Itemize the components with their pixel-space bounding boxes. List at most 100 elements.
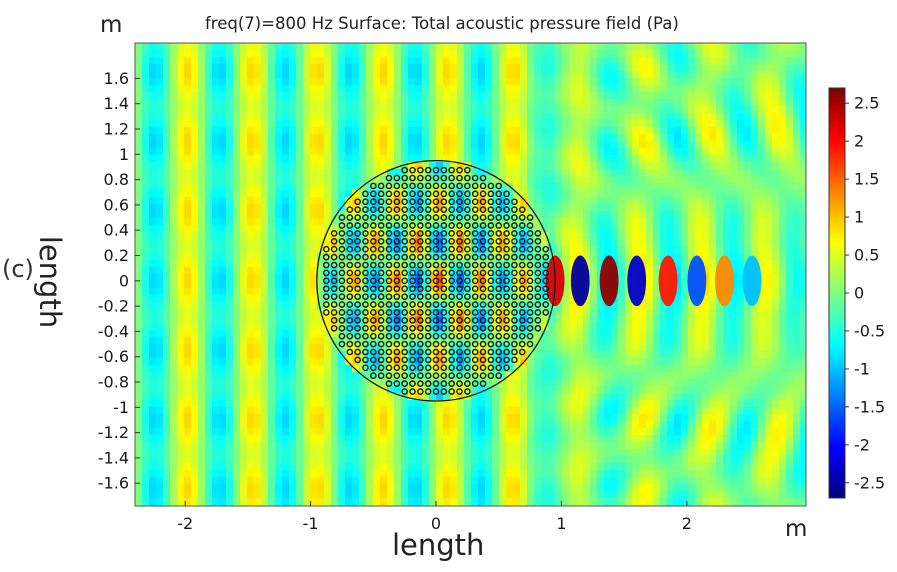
heatmap-cell [653, 253, 661, 261]
heatmap-cell [177, 309, 185, 317]
heatmap-cell [303, 197, 311, 205]
heatmap-cell [800, 64, 806, 72]
heatmap-cell [618, 323, 626, 331]
heatmap-cell [205, 295, 213, 303]
heatmap-cell [142, 106, 150, 114]
heatmap-cell [191, 106, 199, 114]
heatmap-cell [387, 127, 395, 135]
heatmap-cell [499, 379, 507, 387]
heatmap-cell [142, 337, 150, 345]
heatmap-cell [492, 379, 500, 387]
heatmap-cell [205, 232, 213, 240]
heatmap-cell [485, 106, 493, 114]
heatmap-cell [779, 274, 787, 282]
heatmap-cell [765, 197, 773, 205]
heatmap-cell [310, 113, 318, 121]
heatmap-cell [604, 330, 612, 338]
heatmap-cell [443, 57, 451, 65]
heatmap-cell [674, 113, 682, 121]
heatmap-cell [352, 148, 360, 156]
heatmap-cell [723, 379, 731, 387]
heatmap-cell [352, 253, 360, 261]
heatmap-cell [191, 218, 199, 226]
heatmap-cell [520, 155, 528, 163]
heatmap-cell [310, 148, 318, 156]
heatmap-cell [275, 281, 283, 289]
heatmap-cell [541, 225, 549, 233]
heatmap-cell [394, 92, 402, 100]
heatmap-cell [135, 78, 143, 86]
heatmap-cell [709, 92, 717, 100]
heatmap-cell [583, 386, 591, 394]
heatmap-cell [366, 211, 374, 219]
heatmap-cell [716, 309, 724, 317]
heatmap-cell [779, 372, 787, 380]
heatmap-cell [534, 365, 542, 373]
heatmap-cell [541, 358, 549, 366]
heatmap-cell [310, 64, 318, 72]
heatmap-cell [499, 358, 507, 366]
heatmap-cell [457, 50, 465, 58]
heatmap-cell [338, 365, 346, 373]
heatmap-cell [618, 239, 626, 247]
heatmap-cell [135, 50, 143, 58]
heatmap-cell [415, 71, 423, 79]
heatmap-cell [667, 232, 675, 240]
heatmap-cell [408, 337, 416, 345]
heatmap-cell [583, 120, 591, 128]
heatmap-cell [366, 372, 374, 380]
heatmap-cell [667, 372, 675, 380]
heatmap-cell [548, 211, 556, 219]
heatmap-cell [324, 288, 332, 296]
heatmap-cell [499, 372, 507, 380]
heatmap-cell [723, 92, 731, 100]
heatmap-cell [800, 148, 806, 156]
heatmap-cell [758, 372, 766, 380]
heatmap-cell [184, 176, 192, 184]
heatmap-cell [177, 120, 185, 128]
heatmap-cell [254, 295, 262, 303]
heatmap-cell [401, 281, 409, 289]
heatmap-cell [800, 337, 806, 345]
heatmap-cell [646, 183, 654, 191]
heatmap-cell [646, 400, 654, 408]
heatmap-cell [198, 358, 206, 366]
heatmap-cell [667, 64, 675, 72]
heatmap-cell [310, 253, 318, 261]
heatmap-cell [541, 120, 549, 128]
heatmap-cell [667, 351, 675, 359]
heatmap-cell [205, 386, 213, 394]
heatmap-cell [632, 316, 640, 324]
heatmap-cell [240, 211, 248, 219]
heatmap-cell [170, 379, 178, 387]
heatmap-cell [324, 218, 332, 226]
heatmap-cell [611, 190, 619, 198]
heatmap-cell [191, 99, 199, 107]
heatmap-cell [793, 295, 801, 303]
heatmap-cell [359, 113, 367, 121]
heatmap-cell [772, 155, 780, 163]
heatmap-cell [135, 281, 143, 289]
heatmap-cell [408, 155, 416, 163]
heatmap-cell [331, 85, 339, 93]
heatmap-cell [394, 344, 402, 352]
heatmap-cell [681, 218, 689, 226]
heatmap-cell [219, 92, 227, 100]
heatmap-cell [219, 169, 227, 177]
heatmap-cell [541, 141, 549, 149]
heatmap-cell [674, 358, 682, 366]
heatmap-cell [730, 169, 738, 177]
heatmap-cell [247, 309, 255, 317]
heatmap-cell [751, 134, 759, 142]
heatmap-cell [331, 78, 339, 86]
heatmap-cell [709, 43, 717, 51]
heatmap-cell [793, 141, 801, 149]
heatmap-cell [254, 190, 262, 198]
heatmap-cell [681, 386, 689, 394]
heatmap-cell [317, 176, 325, 184]
heatmap-cell [555, 141, 563, 149]
heatmap-cell [660, 309, 668, 317]
heatmap-cell [254, 176, 262, 184]
heatmap-cell [786, 197, 794, 205]
heatmap-cell [576, 99, 584, 107]
